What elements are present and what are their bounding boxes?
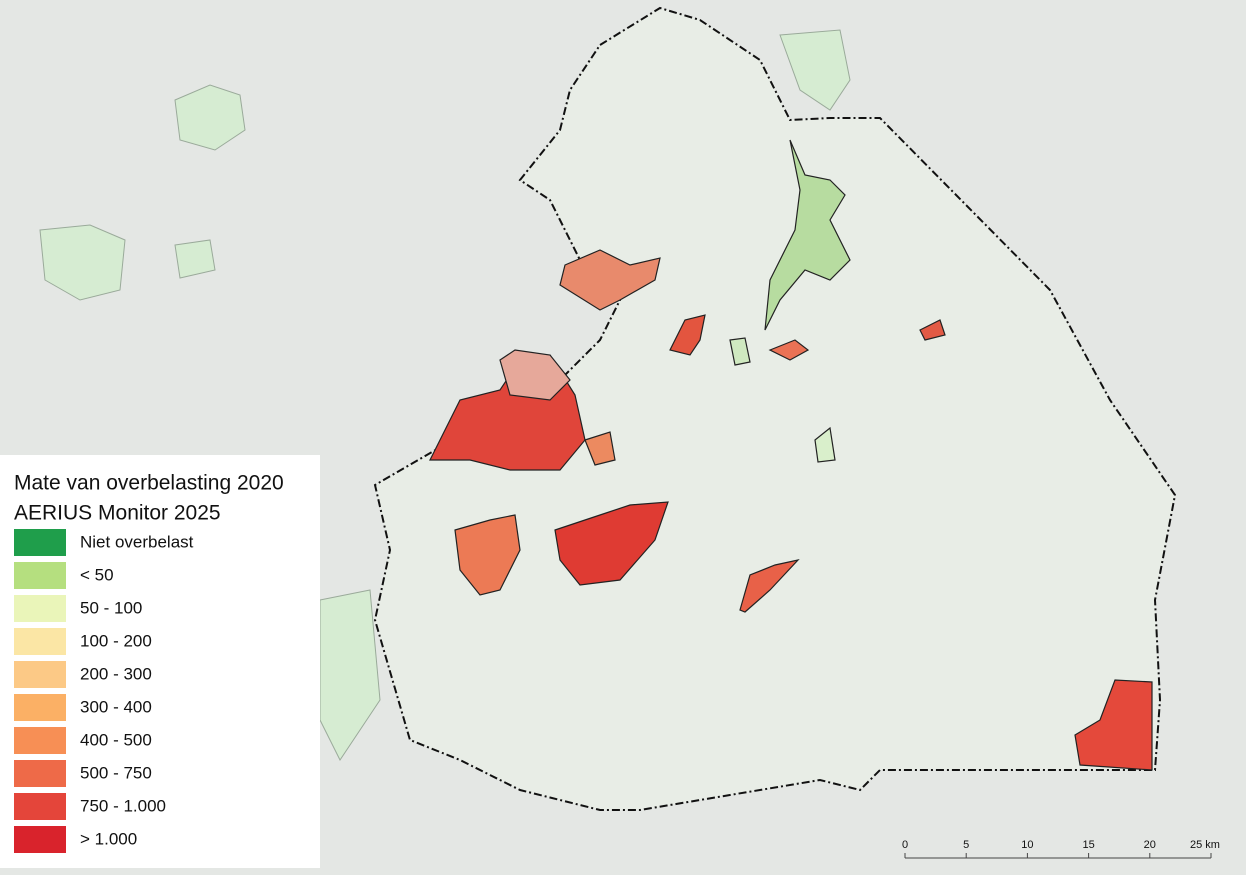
legend-label: 300 - 400 <box>80 697 152 716</box>
scale-label: 20 <box>1144 839 1156 851</box>
legend-swatch <box>14 661 66 688</box>
scale-label: 5 <box>963 839 969 851</box>
legend-label: 500 - 750 <box>80 763 152 782</box>
legend-label: > 1.000 <box>80 829 137 848</box>
legend-swatch <box>14 595 66 622</box>
legend-swatch <box>14 628 66 655</box>
legend-subtitle: AERIUS Monitor 2025 <box>14 502 221 525</box>
legend-label: < 50 <box>80 565 114 584</box>
legend-label: 50 - 100 <box>80 598 142 617</box>
legend-label: 750 - 1.000 <box>80 796 166 815</box>
scale-label: 25 km <box>1190 839 1220 851</box>
overload-areas <box>429 139 1153 771</box>
legend: Mate van overbelasting 2020 AERIUS Monit… <box>0 455 320 868</box>
legend-swatch <box>14 793 66 820</box>
scale-label: 10 <box>1021 839 1033 851</box>
scale-label: 15 <box>1082 839 1094 851</box>
legend-swatch <box>14 529 66 556</box>
legend-swatch <box>14 727 66 754</box>
legend-label: 200 - 300 <box>80 664 152 683</box>
legend-swatch <box>14 562 66 589</box>
legend-swatch <box>14 760 66 787</box>
scale-label: 0 <box>902 839 908 851</box>
legend-title: Mate van overbelasting 2020 <box>14 472 284 495</box>
scale-bar: 0 5 10 15 20 25 km <box>902 839 1220 859</box>
legend-swatch <box>14 694 66 721</box>
province-border <box>373 6 1177 811</box>
legend-label: 400 - 500 <box>80 730 152 749</box>
legend-label: 100 - 200 <box>80 631 152 650</box>
legend-label: Niet overbelast <box>80 532 194 551</box>
nature-areas-outside <box>39 29 851 761</box>
legend-swatch <box>14 826 66 853</box>
